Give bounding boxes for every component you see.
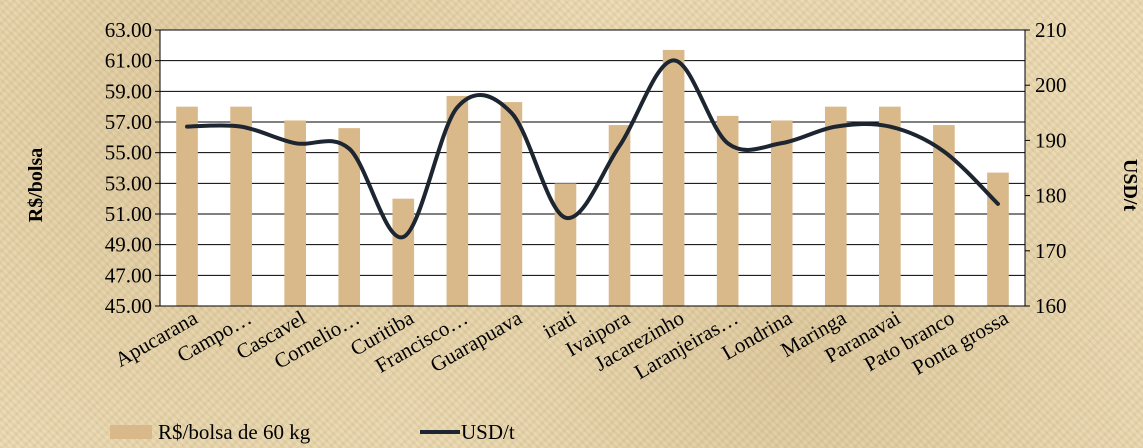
legend-label-bar: R$/bolsa de 60 kg [158, 420, 311, 444]
right-tick-label: 180 [1035, 184, 1067, 208]
right-tick-label: 170 [1035, 239, 1067, 263]
left-tick-label: 49.00 [105, 233, 152, 257]
left-tick-label: 47.00 [105, 263, 152, 287]
line-series-usd-t [185, 58, 1000, 240]
bar [716, 115, 739, 306]
left-tick-label: 51.00 [105, 202, 152, 226]
left-tick-label: 59.00 [105, 79, 152, 103]
bar [392, 198, 415, 306]
left-tick-label: 63.00 [105, 18, 152, 42]
left-tick-label: 61.00 [105, 49, 152, 73]
bar [284, 120, 306, 306]
bar [500, 102, 523, 306]
bar [662, 49, 685, 306]
right-tick-label: 210 [1035, 18, 1067, 42]
bar [554, 183, 577, 306]
right-tick-label: 160 [1035, 294, 1067, 318]
bar [933, 125, 955, 306]
legend-label-line: USD/t [461, 420, 515, 444]
left-tick-label: 45.00 [105, 294, 152, 318]
bar [230, 106, 252, 307]
legend: R$/bolsa de 60 kg USD/t [110, 420, 515, 444]
bar [446, 95, 469, 306]
right-tick-label: 200 [1035, 73, 1067, 97]
bar [608, 125, 631, 306]
right-axis-ticks: 160 170 180 190 200 210 [1025, 18, 1067, 318]
bar [176, 106, 198, 307]
right-tick-label: 190 [1035, 128, 1067, 152]
bar [879, 106, 901, 307]
left-tick-label: 57.00 [105, 110, 152, 134]
bar-series [176, 49, 1009, 307]
bar [770, 120, 793, 306]
plot-frame [159, 29, 1026, 307]
left-axis-title: R$/bolsa [25, 148, 47, 222]
bar [824, 106, 847, 307]
bar [338, 128, 361, 306]
left-tick-label: 53.00 [105, 171, 152, 195]
right-axis-title: USD/t [1119, 159, 1141, 212]
left-axis-ticks: 45.00 47.00 49.00 51.00 53.00 55.00 57.00 59.00… [105, 18, 160, 318]
left-tick-label: 55.00 [105, 141, 152, 165]
x-axis-ticks: ApucaranaCampo…CascavelCornelio…Curitiba… [111, 305, 1013, 384]
bar [987, 172, 1009, 306]
legend-swatch-bar [110, 425, 152, 439]
